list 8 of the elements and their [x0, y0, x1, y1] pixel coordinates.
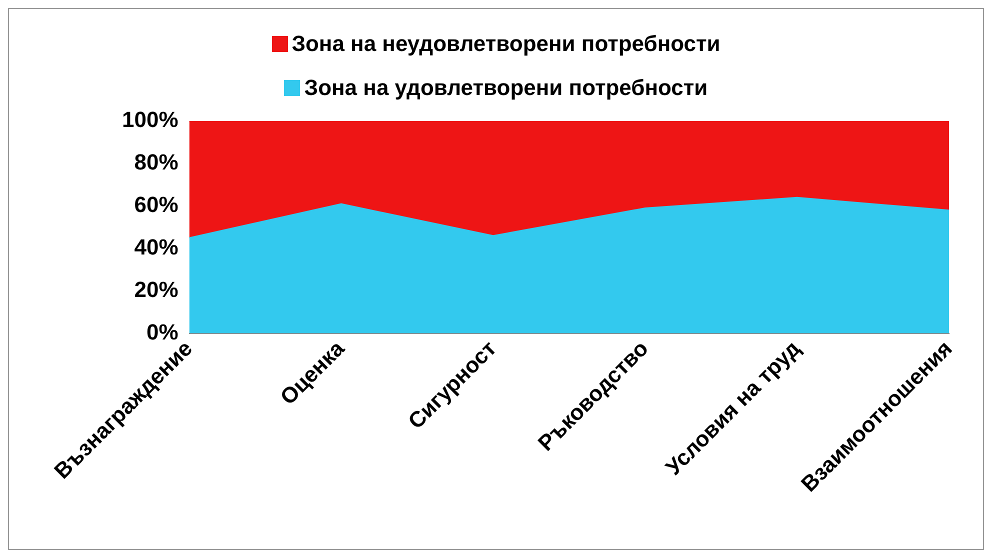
y-tick-label: 60% [134, 192, 178, 217]
y-tick-label: 40% [134, 234, 178, 260]
legend-label: Зона на неудовлетворени потребности [292, 31, 720, 57]
y-tick-label: 80% [134, 150, 178, 175]
y-tick-label: 0% [146, 319, 178, 344]
legend-label: Зона на удовлетворени потребности [304, 75, 708, 101]
y-tick-label: 20% [134, 276, 178, 302]
y-tick-label: 100% [122, 107, 178, 132]
